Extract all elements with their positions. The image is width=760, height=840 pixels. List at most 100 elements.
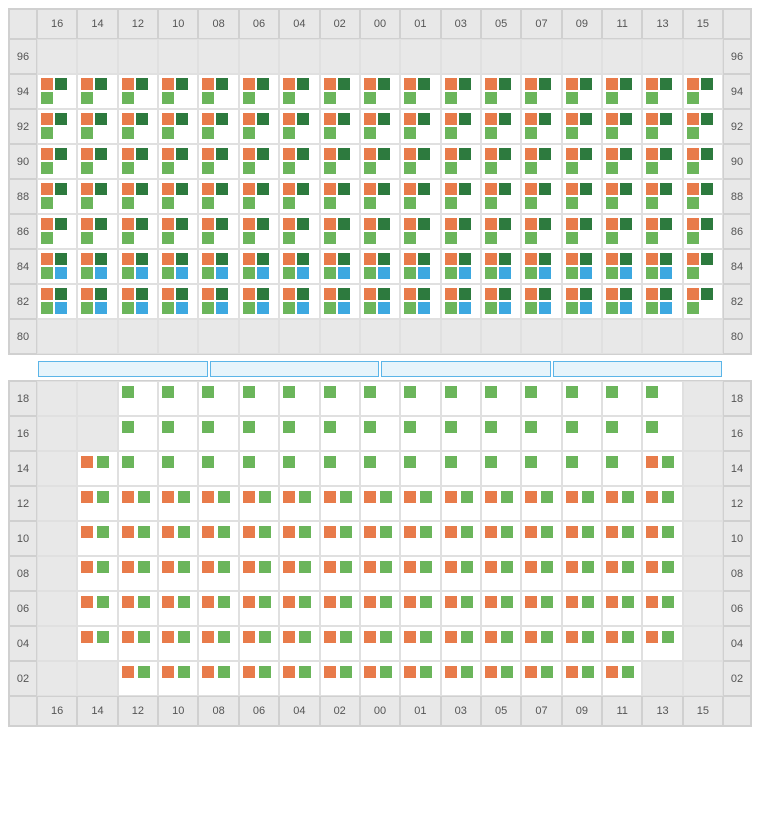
- unit-lightGreen[interactable]: [218, 561, 230, 573]
- unit-lightGreen[interactable]: [81, 92, 93, 104]
- slot-cell[interactable]: [198, 591, 238, 626]
- unit-orange[interactable]: [646, 288, 658, 300]
- unit-orange[interactable]: [81, 113, 93, 125]
- slot-cell[interactable]: [602, 521, 642, 556]
- unit-orange[interactable]: [525, 631, 537, 643]
- unit-orange[interactable]: [324, 288, 336, 300]
- unit-orange[interactable]: [445, 491, 457, 503]
- unit-lightGreen[interactable]: [445, 127, 457, 139]
- slot-cell[interactable]: [320, 521, 360, 556]
- unit-orange[interactable]: [606, 148, 618, 160]
- unit-orange[interactable]: [566, 183, 578, 195]
- unit-orange[interactable]: [566, 288, 578, 300]
- slot-cell[interactable]: [198, 179, 238, 214]
- slot-cell[interactable]: [320, 284, 360, 319]
- unit-darkGreen[interactable]: [176, 78, 188, 90]
- unit-orange[interactable]: [364, 491, 376, 503]
- slot-cell[interactable]: [521, 39, 561, 74]
- unit-lightGreen[interactable]: [525, 232, 537, 244]
- slot-cell[interactable]: [642, 39, 682, 74]
- slot-cell[interactable]: [521, 451, 561, 486]
- slot-cell[interactable]: [481, 591, 521, 626]
- slot-cell[interactable]: [239, 74, 279, 109]
- unit-darkGreen[interactable]: [701, 253, 713, 265]
- unit-orange[interactable]: [525, 596, 537, 608]
- slot-cell[interactable]: [481, 144, 521, 179]
- slot-cell[interactable]: [37, 486, 77, 521]
- slot-cell[interactable]: [158, 39, 198, 74]
- unit-lightGreen[interactable]: [324, 421, 336, 433]
- slot-cell[interactable]: [77, 591, 117, 626]
- unit-blue[interactable]: [55, 267, 67, 279]
- slot-cell[interactable]: [37, 319, 77, 354]
- slot-cell[interactable]: [158, 214, 198, 249]
- unit-orange[interactable]: [566, 561, 578, 573]
- unit-blue[interactable]: [580, 267, 592, 279]
- unit-orange[interactable]: [566, 596, 578, 608]
- unit-lightGreen[interactable]: [299, 526, 311, 538]
- slot-cell[interactable]: [562, 486, 602, 521]
- unit-darkGreen[interactable]: [55, 218, 67, 230]
- unit-lightGreen[interactable]: [606, 232, 618, 244]
- unit-orange[interactable]: [404, 78, 416, 90]
- unit-orange[interactable]: [525, 666, 537, 678]
- unit-orange[interactable]: [445, 596, 457, 608]
- unit-blue[interactable]: [539, 302, 551, 314]
- unit-lightGreen[interactable]: [122, 386, 134, 398]
- unit-blue[interactable]: [580, 302, 592, 314]
- unit-lightGreen[interactable]: [218, 666, 230, 678]
- unit-lightGreen[interactable]: [122, 197, 134, 209]
- unit-orange[interactable]: [404, 218, 416, 230]
- unit-lightGreen[interactable]: [81, 267, 93, 279]
- slot-cell[interactable]: [683, 661, 723, 696]
- slot-cell[interactable]: [198, 284, 238, 319]
- unit-orange[interactable]: [525, 526, 537, 538]
- slot-cell[interactable]: [683, 416, 723, 451]
- unit-darkGreen[interactable]: [459, 253, 471, 265]
- unit-lightGreen[interactable]: [445, 232, 457, 244]
- unit-orange[interactable]: [283, 78, 295, 90]
- slot-cell[interactable]: [279, 179, 319, 214]
- unit-orange[interactable]: [283, 666, 295, 678]
- unit-orange[interactable]: [364, 526, 376, 538]
- unit-lightGreen[interactable]: [41, 162, 53, 174]
- slot-cell[interactable]: [239, 39, 279, 74]
- unit-lightGreen[interactable]: [606, 302, 618, 314]
- unit-darkGreen[interactable]: [378, 113, 390, 125]
- unit-darkGreen[interactable]: [620, 288, 632, 300]
- slot-cell[interactable]: [441, 284, 481, 319]
- unit-lightGreen[interactable]: [122, 162, 134, 174]
- unit-orange[interactable]: [646, 456, 658, 468]
- unit-orange[interactable]: [364, 253, 376, 265]
- unit-lightGreen[interactable]: [202, 127, 214, 139]
- unit-orange[interactable]: [243, 78, 255, 90]
- unit-darkGreen[interactable]: [338, 78, 350, 90]
- slot-cell[interactable]: [360, 144, 400, 179]
- unit-orange[interactable]: [122, 561, 134, 573]
- slot-cell[interactable]: [481, 486, 521, 521]
- slot-cell[interactable]: [198, 381, 238, 416]
- unit-orange[interactable]: [81, 596, 93, 608]
- unit-orange[interactable]: [687, 113, 699, 125]
- unit-lightGreen[interactable]: [445, 386, 457, 398]
- unit-lightGreen[interactable]: [324, 162, 336, 174]
- unit-lightGreen[interactable]: [687, 302, 699, 314]
- unit-lightGreen[interactable]: [445, 162, 457, 174]
- slot-cell[interactable]: [77, 319, 117, 354]
- unit-orange[interactable]: [364, 666, 376, 678]
- unit-orange[interactable]: [122, 253, 134, 265]
- unit-darkGreen[interactable]: [660, 253, 672, 265]
- unit-orange[interactable]: [525, 288, 537, 300]
- unit-orange[interactable]: [202, 253, 214, 265]
- unit-orange[interactable]: [202, 491, 214, 503]
- slot-cell[interactable]: [158, 319, 198, 354]
- slot-cell[interactable]: [602, 179, 642, 214]
- unit-orange[interactable]: [283, 491, 295, 503]
- unit-lightGreen[interactable]: [525, 197, 537, 209]
- unit-lightGreen[interactable]: [566, 302, 578, 314]
- unit-orange[interactable]: [445, 631, 457, 643]
- unit-darkGreen[interactable]: [378, 148, 390, 160]
- unit-blue[interactable]: [257, 302, 269, 314]
- unit-lightGreen[interactable]: [646, 386, 658, 398]
- slot-cell[interactable]: [37, 556, 77, 591]
